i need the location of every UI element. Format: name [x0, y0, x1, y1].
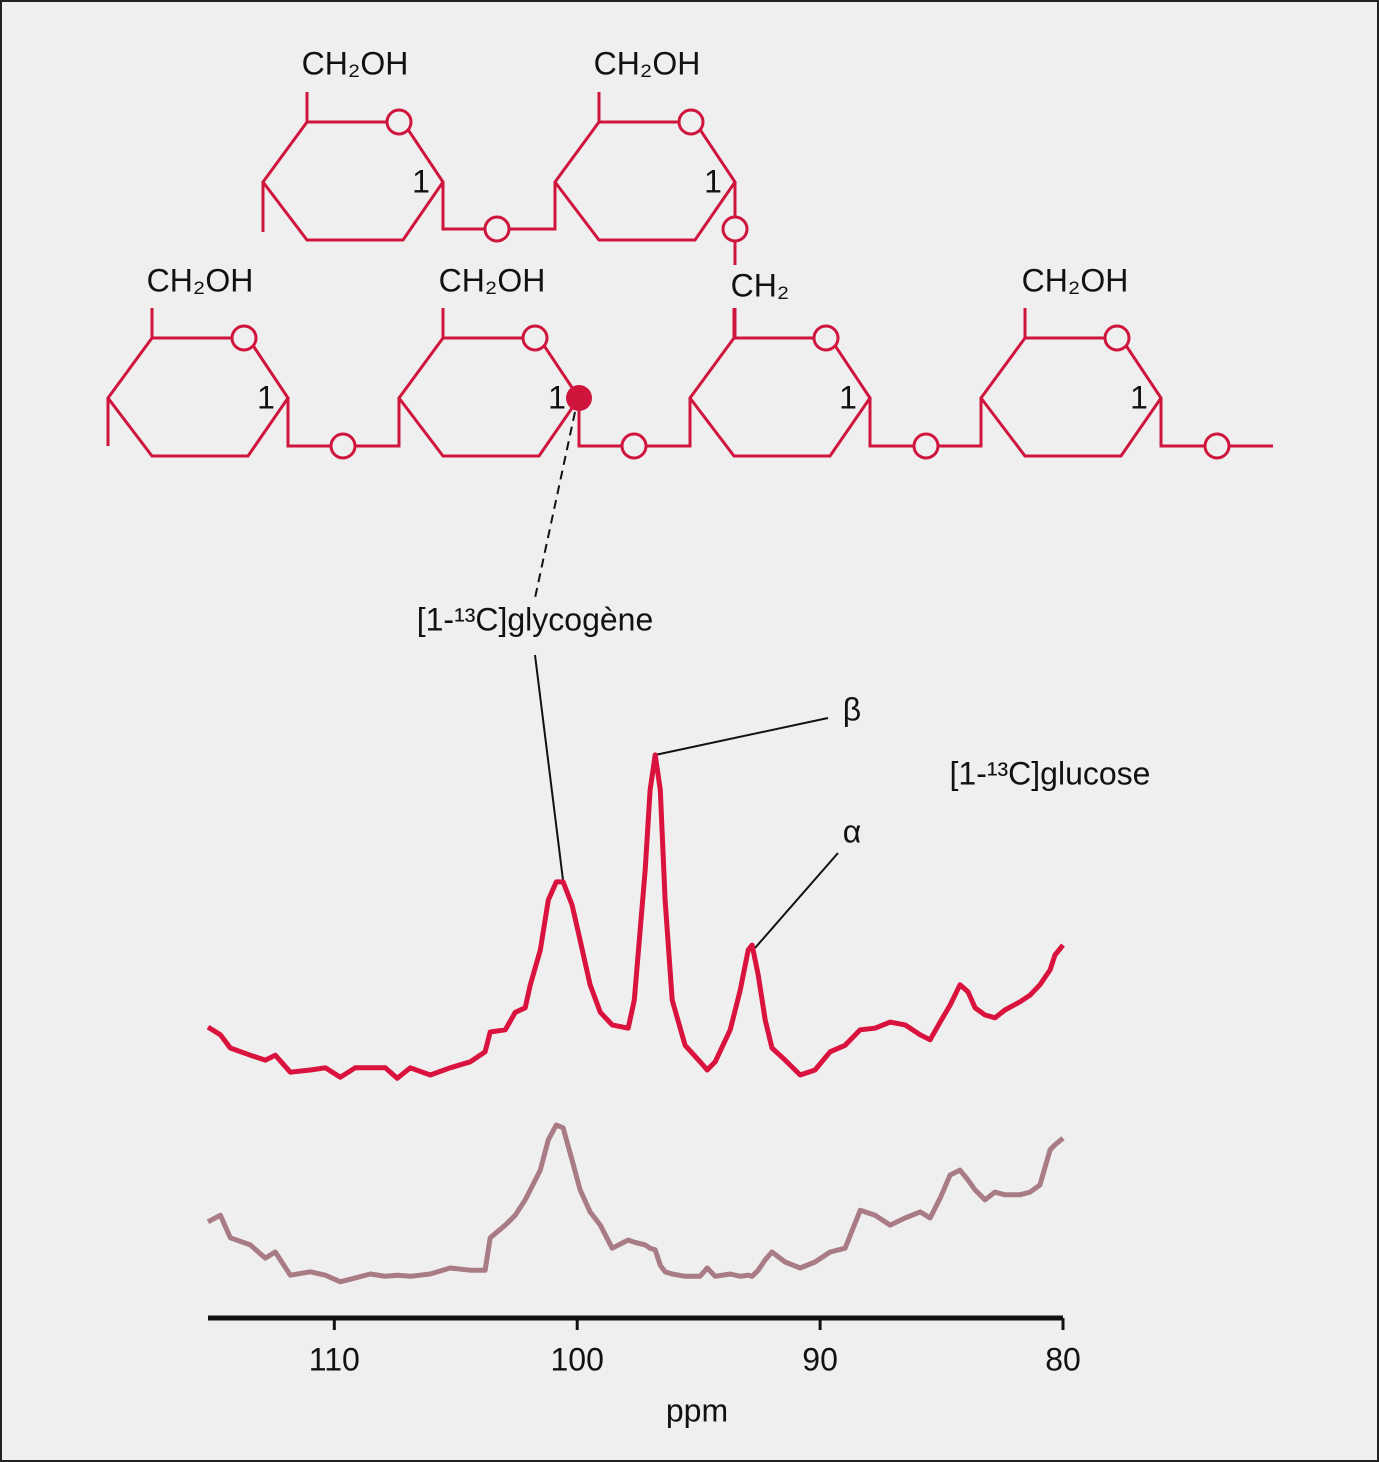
dashed-leader	[534, 411, 576, 599]
x-tick-label: 110	[309, 1341, 360, 1377]
glycosidic-oxygen	[912, 432, 940, 460]
group-label: CH₂OH	[1022, 262, 1129, 298]
ring-oxygen	[677, 108, 705, 136]
carbon-label: 1	[412, 163, 430, 199]
group-label: CH₂OH	[302, 45, 409, 81]
ring-oxygen	[230, 324, 258, 352]
x-tick-label: 80	[1045, 1341, 1081, 1377]
spectrum-line	[206, 752, 1065, 1081]
x-axis-label: ppm	[666, 1392, 728, 1428]
bond	[1159, 398, 1273, 448]
ring-oxygen	[812, 324, 840, 352]
glycosidic-oxygen	[721, 215, 749, 243]
ring-oxygen	[385, 108, 413, 136]
labelled-carbon	[566, 385, 592, 411]
annotation: β	[843, 691, 861, 727]
leader-line	[534, 654, 564, 881]
x-tick-label: 90	[802, 1341, 838, 1377]
carbon-label: 1	[1130, 379, 1148, 415]
leader-line	[654, 717, 829, 756]
carbon-label: 1	[548, 379, 566, 415]
carbon-label: 1	[839, 379, 857, 415]
annotation: α	[843, 813, 862, 849]
group-label: CH₂OH	[594, 45, 701, 81]
glycosidic-oxygen	[1203, 432, 1231, 460]
carbon-label: 1	[704, 163, 722, 199]
glycogen-structure: CH₂OH CH₂OH CH₂OH CH₂OH CH₂ CH₂OH 1 1 1 1 1 1	[106, 45, 1273, 460]
annotation: [1-¹³C]glycogène	[417, 601, 654, 637]
group-label: CH₂OH	[439, 262, 546, 298]
glycosidic-oxygen	[483, 215, 511, 243]
ring-oxygen	[1103, 324, 1131, 352]
group-label: CH₂OH	[147, 262, 254, 298]
glycosidic-oxygen	[620, 432, 648, 460]
annotation: [1-¹³C]glucose	[950, 755, 1151, 791]
ring-oxygen	[521, 324, 549, 352]
leader-line	[754, 852, 839, 949]
glycosidic-oxygen	[329, 432, 357, 460]
spectrum-line	[206, 1122, 1065, 1285]
carbon-label: 1	[257, 379, 275, 415]
x-tick-label: 100	[551, 1341, 604, 1377]
group-label: CH₂	[731, 267, 790, 303]
